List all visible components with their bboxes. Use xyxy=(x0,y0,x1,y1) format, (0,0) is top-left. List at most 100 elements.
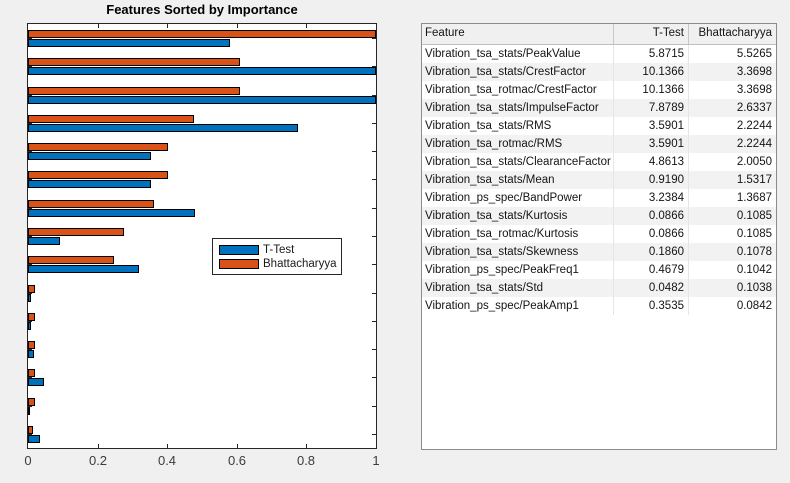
cell-ttest[interactable]: 3.5901 xyxy=(614,117,689,135)
cell-ttest[interactable]: 10.1366 xyxy=(614,81,689,99)
cell-ttest[interactable]: 0.0866 xyxy=(614,225,689,243)
cell-ttest[interactable]: 3.5901 xyxy=(614,135,689,153)
x-axis-tick-label: 0.8 xyxy=(296,453,316,468)
header-feature[interactable]: Feature xyxy=(422,24,614,44)
cell-feature[interactable]: Vibration_tsa_stats/Mean xyxy=(422,171,614,189)
table-row[interactable]: Vibration_tsa_stats/Std 0.0482 0.1038 xyxy=(422,279,776,297)
table-row[interactable]: Vibration_tsa_rotmac/RMS 3.5901 2.2244 xyxy=(422,135,776,153)
y-axis-tick xyxy=(28,123,32,124)
cell-bhattacharyya[interactable]: 3.3698 xyxy=(736,84,772,96)
bar-ttest xyxy=(28,265,139,273)
y-axis-tick xyxy=(28,321,32,322)
chart-legend: T-Test Bhattacharyya xyxy=(212,238,342,275)
x-axis-tick xyxy=(167,24,168,28)
cell-ttest[interactable]: 0.3535 xyxy=(614,297,689,315)
bar-ttest xyxy=(28,407,30,415)
cell-ttest[interactable]: 7.8789 xyxy=(614,99,689,117)
x-axis-tick-label: 0 xyxy=(24,453,32,468)
table-row[interactable]: Vibration_ps_spec/PeakFreq1 0.4679 0.1042 xyxy=(422,261,776,279)
table-row[interactable]: Vibration_ps_spec/PeakAmp1 0.3535 0.0842 xyxy=(422,297,776,315)
cell-bhattacharyya[interactable]: 0.1085 xyxy=(736,210,772,222)
cell-bhattacharyya[interactable]: 2.6337 xyxy=(736,102,772,114)
cell-feature[interactable]: Vibration_tsa_stats/ClearanceFactor xyxy=(422,153,614,171)
table-row[interactable]: Vibration_tsa_stats/ClearanceFactor 4.861… xyxy=(422,153,776,171)
cell-ttest[interactable]: 0.1860 xyxy=(614,243,689,261)
cell-bhattacharyya[interactable]: 0.1042 xyxy=(736,264,772,276)
table-row[interactable]: Vibration_tsa_stats/Skewness 0.1860 0.1078 xyxy=(422,243,776,261)
importance-bar-chart xyxy=(27,23,377,449)
table-row[interactable]: Vibration_tsa_stats/Kurtosis 0.0866 0.1085 xyxy=(422,207,776,225)
header-bhattacharyya[interactable]: Bhattacharyya xyxy=(698,27,772,39)
cell-feature[interactable]: Vibration_ps_spec/PeakAmp1 xyxy=(422,297,614,315)
x-axis-tick-label: 1 xyxy=(372,453,380,468)
cell-feature[interactable]: Vibration_tsa_rotmac/RMS xyxy=(422,135,614,153)
bar-ttest xyxy=(28,237,60,245)
cell-bhattacharyya[interactable]: 0.1085 xyxy=(736,228,772,240)
bar-ttest xyxy=(28,39,230,47)
x-axis-tick-label: 0.2 xyxy=(88,453,108,468)
cell-bhattacharyya[interactable]: 2.0050 xyxy=(736,156,772,168)
cell-ttest[interactable]: 0.0482 xyxy=(614,279,689,297)
bar-bhattacharyya xyxy=(28,426,33,434)
y-axis-tick xyxy=(28,293,32,294)
cell-bhattacharyya[interactable]: 5.5265 xyxy=(736,48,772,60)
cell-bhattacharyya[interactable]: 3.3698 xyxy=(736,66,772,78)
cell-ttest[interactable]: 10.1366 xyxy=(614,63,689,81)
bar-ttest xyxy=(28,67,376,75)
cell-bhattacharyya[interactable]: 1.3687 xyxy=(736,192,772,204)
cell-feature[interactable]: Vibration_tsa_stats/RMS xyxy=(422,117,614,135)
table-row[interactable]: Vibration_tsa_stats/RMS 3.5901 2.2244 xyxy=(422,117,776,135)
y-axis-tick xyxy=(28,236,32,237)
bar-bhattacharyya xyxy=(28,285,35,293)
cell-bhattacharyya[interactable]: 2.2244 xyxy=(736,120,772,132)
x-axis-tick xyxy=(167,444,168,448)
cell-feature[interactable]: Vibration_ps_spec/BandPower xyxy=(422,189,614,207)
cell-ttest[interactable]: 0.4679 xyxy=(614,261,689,279)
cell-feature[interactable]: Vibration_tsa_stats/Kurtosis xyxy=(422,207,614,225)
table-row[interactable]: Vibration_tsa_stats/ImpulseFactor 7.8789 2… xyxy=(422,99,776,117)
table-row[interactable]: Vibration_tsa_stats/PeakValue 5.8715 5.526… xyxy=(422,45,776,63)
feature-ranking-table: Feature T-Test Bhattacharyya Vibration_t… xyxy=(421,23,777,450)
y-axis-tick xyxy=(372,406,376,407)
cell-ttest[interactable]: 5.8715 xyxy=(614,45,689,63)
table-row[interactable]: Vibration_tsa_stats/Mean 0.9190 1.5317 xyxy=(422,171,776,189)
y-axis-tick xyxy=(28,406,32,407)
cell-feature[interactable]: Vibration_tsa_stats/CrestFactor xyxy=(422,63,614,81)
cell-bhattacharyya[interactable]: 1.5317 xyxy=(736,174,772,186)
bar-bhattacharyya xyxy=(28,30,376,38)
y-axis-tick xyxy=(28,434,32,435)
cell-ttest[interactable]: 3.2384 xyxy=(614,189,689,207)
bar-bhattacharyya xyxy=(28,398,35,406)
bar-bhattacharyya xyxy=(28,143,168,151)
bar-ttest xyxy=(28,322,31,330)
cell-ttest[interactable]: 0.9190 xyxy=(614,171,689,189)
cell-bhattacharyya[interactable]: 0.1038 xyxy=(736,282,772,294)
header-ttest[interactable]: T-Test xyxy=(614,24,689,44)
legend-swatch-icon xyxy=(219,259,259,269)
table-row[interactable]: Vibration_tsa_rotmac/Kurtosis 0.0866 0.108… xyxy=(422,225,776,243)
cell-ttest[interactable]: 4.8613 xyxy=(614,153,689,171)
bar-bhattacharyya xyxy=(28,115,194,123)
cell-feature[interactable]: Vibration_tsa_stats/ImpulseFactor xyxy=(422,99,614,117)
cell-feature[interactable]: Vibration_tsa_stats/Skewness xyxy=(422,243,614,261)
cell-feature[interactable]: Vibration_tsa_rotmac/Kurtosis xyxy=(422,225,614,243)
y-axis-tick xyxy=(28,95,32,96)
y-axis-tick xyxy=(372,151,376,152)
y-axis-tick xyxy=(28,377,32,378)
y-axis-tick xyxy=(372,293,376,294)
cell-bhattacharyya[interactable]: 0.0842 xyxy=(736,300,772,312)
y-axis-tick xyxy=(28,179,32,180)
cell-feature[interactable]: Vibration_tsa_stats/PeakValue xyxy=(422,45,614,63)
table-row[interactable]: Vibration_tsa_rotmac/CrestFactor 10.1366 3… xyxy=(422,81,776,99)
cell-bhattacharyya[interactable]: 2.2244 xyxy=(736,138,772,150)
cell-feature[interactable]: Vibration_ps_spec/PeakFreq1 xyxy=(422,261,614,279)
cell-feature[interactable]: Vibration_tsa_stats/Std xyxy=(422,279,614,297)
table-row[interactable]: Vibration_tsa_stats/CrestFactor 10.1366 3.… xyxy=(422,63,776,81)
cell-bhattacharyya[interactable]: 0.1078 xyxy=(736,246,772,258)
cell-ttest[interactable]: 0.0866 xyxy=(614,207,689,225)
table-row[interactable]: Vibration_ps_spec/BandPower 3.2384 1.3687 xyxy=(422,189,776,207)
y-axis-tick xyxy=(372,123,376,124)
legend-label: T-Test xyxy=(263,244,295,256)
cell-feature[interactable]: Vibration_tsa_rotmac/CrestFactor xyxy=(422,81,614,99)
